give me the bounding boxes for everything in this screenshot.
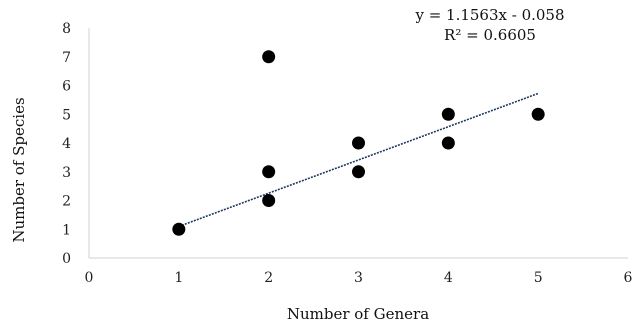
data-points xyxy=(172,50,545,236)
y-tick-label: 5 xyxy=(62,107,71,123)
x-tick-label: 2 xyxy=(264,270,273,286)
y-tick-label: 6 xyxy=(62,79,71,95)
x-tick-label: 1 xyxy=(174,270,183,286)
data-point xyxy=(262,194,276,207)
data-point xyxy=(352,136,365,150)
y-tick-label: 3 xyxy=(62,165,71,181)
data-point xyxy=(352,165,365,179)
x-tick-label: 0 xyxy=(85,270,94,286)
x-tick-labels: 0 1 2 3 4 5 6 xyxy=(85,270,633,286)
x-tick-label: 3 xyxy=(354,270,363,286)
y-axis-title: Number of Species xyxy=(10,97,28,242)
data-point xyxy=(172,222,186,236)
y-tick-labels: 0 1 2 3 4 5 6 7 8 xyxy=(62,21,71,267)
y-tick-label: 4 xyxy=(62,136,71,152)
y-tick-label: 8 xyxy=(62,21,71,37)
trendline xyxy=(178,92,539,228)
trendline-layer xyxy=(178,92,539,228)
data-point xyxy=(262,165,276,179)
data-point xyxy=(531,107,545,121)
trendline-equation: y = 1.1563x - 0.058 xyxy=(414,6,564,24)
x-tick-label: 4 xyxy=(444,270,453,286)
x-tick-label: 6 xyxy=(624,270,633,286)
data-point xyxy=(441,107,455,121)
y-tick-label: 1 xyxy=(62,222,71,238)
x-tick-label: 5 xyxy=(534,270,543,286)
r-squared-label: R² = 0.6605 xyxy=(444,26,536,44)
x-axis-title: Number of Genera xyxy=(287,305,429,323)
data-point xyxy=(441,136,455,150)
y-tick-label: 0 xyxy=(62,251,71,267)
y-tick-label: 7 xyxy=(62,50,71,66)
data-point xyxy=(262,50,276,64)
y-tick-label: 2 xyxy=(62,194,71,210)
